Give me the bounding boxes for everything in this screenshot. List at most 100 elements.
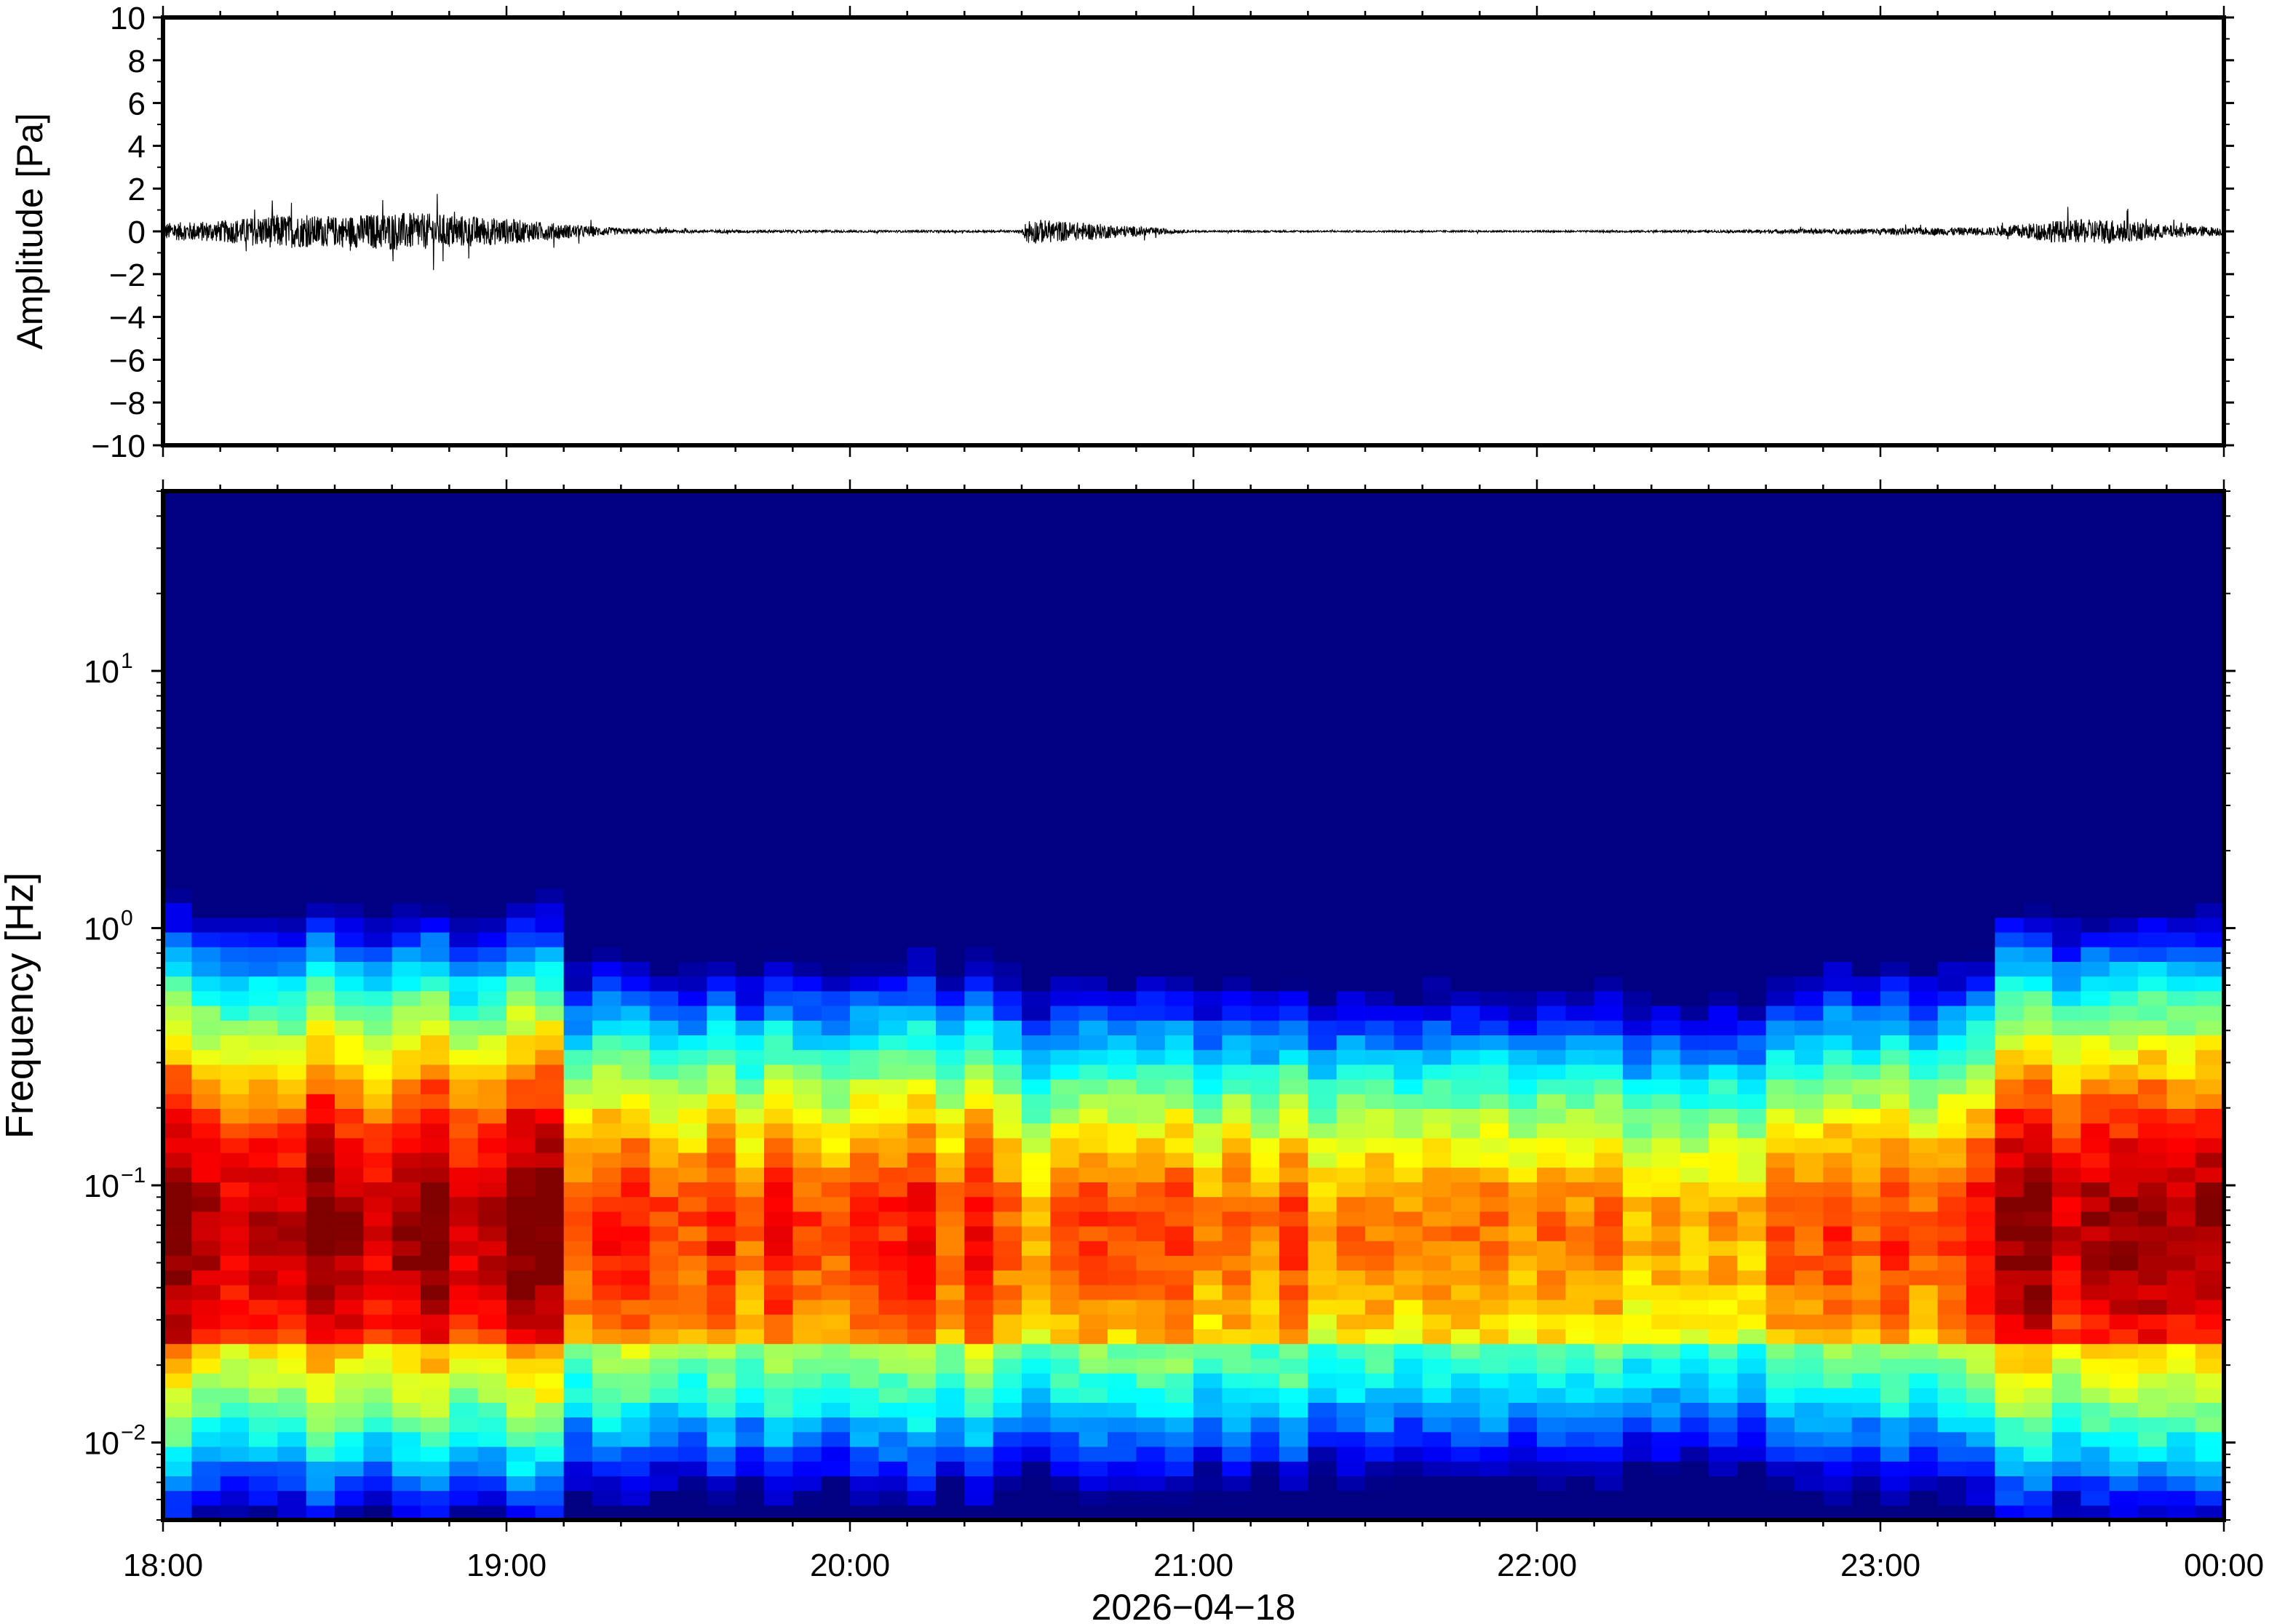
spectrogram-cell bbox=[964, 1108, 994, 1124]
spectrogram-cell bbox=[792, 1153, 822, 1168]
spectrogram-cell bbox=[249, 1108, 278, 1124]
spectrogram-cell bbox=[592, 1417, 621, 1433]
spectrogram-cell bbox=[1651, 726, 1681, 741]
spectrogram-cell bbox=[1880, 1446, 1910, 1462]
spectrogram-cell bbox=[2109, 1255, 2139, 1271]
spectrogram-cell bbox=[2109, 1123, 2139, 1139]
spectrogram-cell bbox=[735, 1226, 765, 1241]
spectrogram-cell bbox=[1050, 755, 1080, 771]
spectrogram-cell bbox=[449, 1505, 479, 1520]
spectrogram-cell bbox=[1136, 1241, 1166, 1256]
spectrogram-cell bbox=[1336, 1388, 1366, 1403]
spectrogram-cell bbox=[563, 1314, 593, 1329]
spectrogram-cell bbox=[1765, 726, 1795, 741]
spectrogram-cell bbox=[449, 1079, 479, 1094]
spectrogram-cell bbox=[392, 1108, 421, 1124]
spectrogram-cell bbox=[1336, 755, 1366, 771]
spectrogram-cell bbox=[335, 1446, 364, 1462]
spectrogram-cell bbox=[1909, 755, 1939, 771]
spectrogram-cell bbox=[964, 1196, 994, 1212]
spectrogram-cell bbox=[1365, 770, 1394, 786]
spectrogram-cell bbox=[1765, 932, 1795, 947]
spectrogram-cell bbox=[707, 976, 736, 992]
spectrogram-cell bbox=[335, 1153, 364, 1168]
spectrogram-cell bbox=[220, 579, 250, 594]
spectrogram-cell bbox=[1851, 491, 1881, 506]
spectrogram-cell bbox=[1737, 800, 1767, 815]
spectrogram-cell bbox=[2081, 520, 2110, 536]
spectrogram-cell bbox=[392, 1020, 421, 1035]
spectrogram-cell bbox=[1164, 565, 1194, 580]
spectrogram-cell bbox=[1565, 491, 1595, 506]
spectrogram-cell bbox=[191, 976, 221, 992]
spectrogram-cell bbox=[1508, 947, 1538, 962]
spectrogram-cell bbox=[1795, 1505, 1824, 1520]
spectrogram-cell bbox=[764, 638, 793, 653]
spectrogram-cell bbox=[2023, 565, 2053, 580]
spectrogram-cell bbox=[1394, 1079, 1423, 1094]
spectrogram-cell bbox=[1365, 1255, 1394, 1271]
spectrogram-cell bbox=[964, 1020, 994, 1035]
spectrogram-cell bbox=[563, 1137, 593, 1153]
spectrogram-cell bbox=[1680, 579, 1709, 594]
spectrogram-cell bbox=[277, 1284, 307, 1300]
spectrogram-cell bbox=[1594, 638, 1624, 653]
spectrogram-cell bbox=[1193, 1505, 1223, 1520]
spectrogram-cell bbox=[449, 1314, 479, 1329]
spectrogram-cell bbox=[907, 594, 937, 610]
spectrogram-cell bbox=[1680, 990, 1709, 1006]
spectrogram-cell bbox=[1164, 1431, 1194, 1447]
spectrogram-cell bbox=[735, 1299, 765, 1315]
spectrogram-cell bbox=[1823, 785, 1853, 800]
spectrogram-cell bbox=[2052, 1343, 2081, 1359]
spectrogram-cell bbox=[1164, 1020, 1194, 1035]
spectrogram-cell bbox=[1164, 1167, 1194, 1182]
spectrogram-cell bbox=[1508, 1490, 1538, 1506]
spectrogram-cell bbox=[249, 1226, 278, 1241]
spectrogram-cell bbox=[1623, 638, 1652, 653]
spectrogram-cell bbox=[792, 1270, 822, 1286]
spectrogram-cell bbox=[1680, 653, 1709, 668]
spectrogram-cell bbox=[936, 1196, 965, 1212]
spectrogram-cell bbox=[1451, 1035, 1480, 1051]
spectrogram-cell bbox=[335, 1182, 364, 1198]
spectrogram-cell bbox=[1479, 1505, 1509, 1520]
spectrogram-cell bbox=[1222, 535, 1252, 551]
spectrogram-cell bbox=[220, 623, 250, 639]
spectrogram-cell bbox=[2052, 506, 2081, 521]
spectrogram-cell bbox=[1336, 1094, 1366, 1109]
spectrogram-cell bbox=[1680, 888, 1709, 904]
spectrogram-cell bbox=[306, 506, 335, 521]
spectrogram-cell bbox=[421, 579, 450, 594]
spectrogram-cell bbox=[421, 1476, 450, 1492]
spectrogram-cell bbox=[1565, 859, 1595, 874]
spectrogram-cell bbox=[1594, 1431, 1624, 1447]
spectrogram-cell bbox=[1479, 755, 1509, 771]
spectrogram-cell bbox=[2109, 1299, 2139, 1315]
spectrogram-cell bbox=[277, 932, 307, 947]
spectrogram-cell bbox=[1108, 682, 1137, 698]
spectrogram-cell bbox=[563, 1049, 593, 1065]
spectrogram-cell bbox=[1279, 990, 1308, 1006]
spectrogram-cell bbox=[678, 696, 707, 712]
spectrogram-cell bbox=[1479, 1226, 1509, 1241]
spectrogram-cell bbox=[735, 1137, 765, 1153]
spectrogram-cell bbox=[506, 535, 536, 551]
spectrogram-cell bbox=[735, 800, 765, 815]
spectrogram-cell bbox=[993, 1358, 1022, 1374]
spectrogram-cell bbox=[1422, 1094, 1452, 1109]
spectrogram-cell bbox=[1365, 667, 1394, 683]
spectrogram-cell bbox=[1880, 770, 1910, 786]
spectrogram-cell bbox=[993, 1123, 1022, 1139]
spectrogram-cell bbox=[1795, 917, 1824, 933]
spectrogram-cell bbox=[1594, 1167, 1624, 1182]
spectrogram-cell bbox=[1508, 917, 1538, 933]
spectrogram-cell bbox=[1537, 1388, 1566, 1403]
spectrogram-cell bbox=[792, 491, 822, 506]
spectrogram-cell bbox=[792, 549, 822, 565]
spectrogram-cell bbox=[1737, 990, 1767, 1006]
spectrogram-cell bbox=[1537, 990, 1566, 1006]
spectrogram-cell bbox=[821, 1167, 851, 1182]
spectrogram-cell bbox=[764, 947, 793, 962]
spectrogram-cell bbox=[878, 1431, 908, 1447]
